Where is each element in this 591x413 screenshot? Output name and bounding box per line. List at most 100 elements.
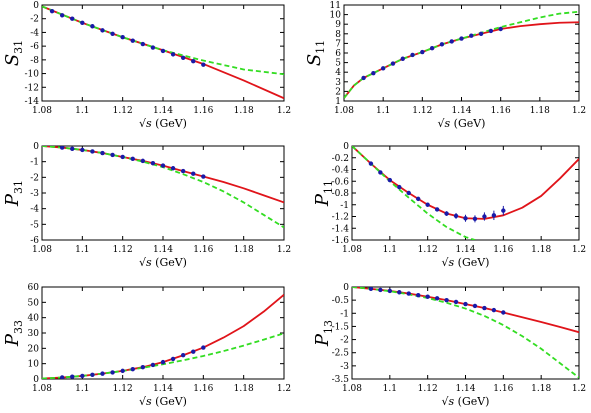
data-point <box>387 177 393 183</box>
y-tick-label: -2.5 <box>332 349 350 359</box>
y-tick-label: -3.5 <box>332 375 350 385</box>
data-point <box>170 52 176 57</box>
y-axis-title: P31 <box>2 180 25 207</box>
y-tick-label: 60 <box>28 283 40 293</box>
x-tick-label: 1.2 <box>277 384 291 394</box>
data-point <box>434 207 440 212</box>
x-tick-label: 1.16 <box>193 245 213 255</box>
x-tick-label: 1.14 <box>455 384 475 394</box>
data-point <box>368 287 374 292</box>
y-tick-label: 8 <box>335 30 341 40</box>
data-point <box>49 8 55 14</box>
y-tick-label: -6 <box>30 42 39 52</box>
data-point <box>110 31 115 36</box>
y-tick-label: 6 <box>335 49 341 59</box>
y-axis-symbol: P <box>312 193 333 207</box>
data-point <box>378 170 383 175</box>
data-point <box>120 154 125 160</box>
x-tick-label: 1.12 <box>113 384 133 394</box>
x-axis-symbol: √s <box>442 395 455 408</box>
y-tick-label: 10 <box>330 11 342 21</box>
x-axis-title: √s (GeV) <box>139 117 187 130</box>
y-tick-label: -2 <box>340 336 349 346</box>
series-group <box>42 146 284 229</box>
data-point <box>434 296 440 301</box>
data-point <box>444 211 449 216</box>
panel-s31: 1.08 1.1 1.12 1.14 1.16 1.18 1.2 0 -2 -4 -6 -8 -10 -1… <box>2 1 291 130</box>
x-tick-label: 1.12 <box>412 106 432 116</box>
data-point <box>501 208 506 213</box>
data-point <box>160 359 166 365</box>
data-point <box>425 294 430 299</box>
data-point <box>59 375 65 379</box>
x-tick-label: 1.2 <box>277 245 291 255</box>
x-tick-label: 1.2 <box>277 106 291 116</box>
data-point <box>140 41 146 47</box>
panel-p13: 1.08 1.1 1.12 1.14 1.16 1.18 1.2 0 -0.5 -1 -1.5 -2 -… <box>312 283 586 408</box>
x-axis-symbol: √s <box>438 117 451 130</box>
data-point <box>459 36 464 41</box>
y-tick-label: 5 <box>335 59 341 69</box>
series-group <box>352 146 579 240</box>
data-point <box>80 373 85 379</box>
data-point <box>444 297 449 303</box>
data-point <box>449 39 454 44</box>
data-point <box>469 33 474 38</box>
x-tick-label: 1.08 <box>342 245 362 255</box>
data-point <box>378 287 383 293</box>
y-tick-label: -0.2 <box>332 154 349 164</box>
data-point <box>201 174 206 179</box>
x-tick-label: 1.08 <box>334 106 354 116</box>
data-point <box>130 366 135 372</box>
y-tick-label: -4 <box>30 205 39 215</box>
x-axis-title: √s (GeV) <box>442 395 490 408</box>
x-tick-label: 1.18 <box>234 106 254 116</box>
data-point <box>90 24 95 29</box>
y-tick-label: -0.4 <box>332 166 350 176</box>
data-point <box>59 13 65 18</box>
y-tick-label: -2 <box>30 15 39 25</box>
data-point <box>150 45 156 50</box>
data-point <box>482 214 487 219</box>
data-point <box>387 288 393 294</box>
y-tick-label: 0 <box>33 1 39 11</box>
x-tick-label: 1.14 <box>153 384 173 394</box>
data-point <box>70 146 75 152</box>
y-tick-label: 50 <box>28 298 40 308</box>
data-point <box>170 356 176 362</box>
data-point <box>491 307 497 313</box>
data-point <box>478 31 484 36</box>
x-tick-label: 1.1 <box>75 384 89 394</box>
x-tick-label: 1.1 <box>383 384 397 394</box>
x-tick-label: 1.08 <box>342 384 362 394</box>
y-tick-label: -5 <box>30 220 39 230</box>
x-axis-unit: (GeV) <box>152 395 187 408</box>
data-point <box>397 184 402 190</box>
data-point <box>110 152 115 158</box>
data-point <box>170 166 176 171</box>
y-tick-label: 3 <box>335 78 341 88</box>
plot-frame <box>41 286 285 380</box>
data-point <box>488 28 494 34</box>
data-point <box>201 345 206 350</box>
y-axis-title: P13 <box>312 320 335 347</box>
y-tick-label: -0.6 <box>332 177 350 187</box>
y-axis-subscript: 33 <box>12 320 25 334</box>
y-axis-title: P11 <box>312 180 335 207</box>
data-point <box>59 146 65 150</box>
data-point <box>397 290 402 295</box>
x-tick-label: 1.18 <box>234 245 254 255</box>
y-axis-title: S11 <box>304 40 327 66</box>
y-tick-label: -1.2 <box>332 213 349 223</box>
data-point <box>501 310 506 315</box>
fit-curve-dashed <box>352 287 579 379</box>
fit-curve-dashed <box>42 5 284 76</box>
x-axis-unit: (GeV) <box>454 395 489 408</box>
y-tick-label: 30 <box>28 329 40 339</box>
data-point <box>361 75 366 81</box>
data-point <box>429 46 435 51</box>
data-point <box>160 48 166 54</box>
data-point <box>180 55 186 60</box>
y-tick-label: -6 <box>30 236 39 246</box>
plot-frame <box>41 145 285 241</box>
